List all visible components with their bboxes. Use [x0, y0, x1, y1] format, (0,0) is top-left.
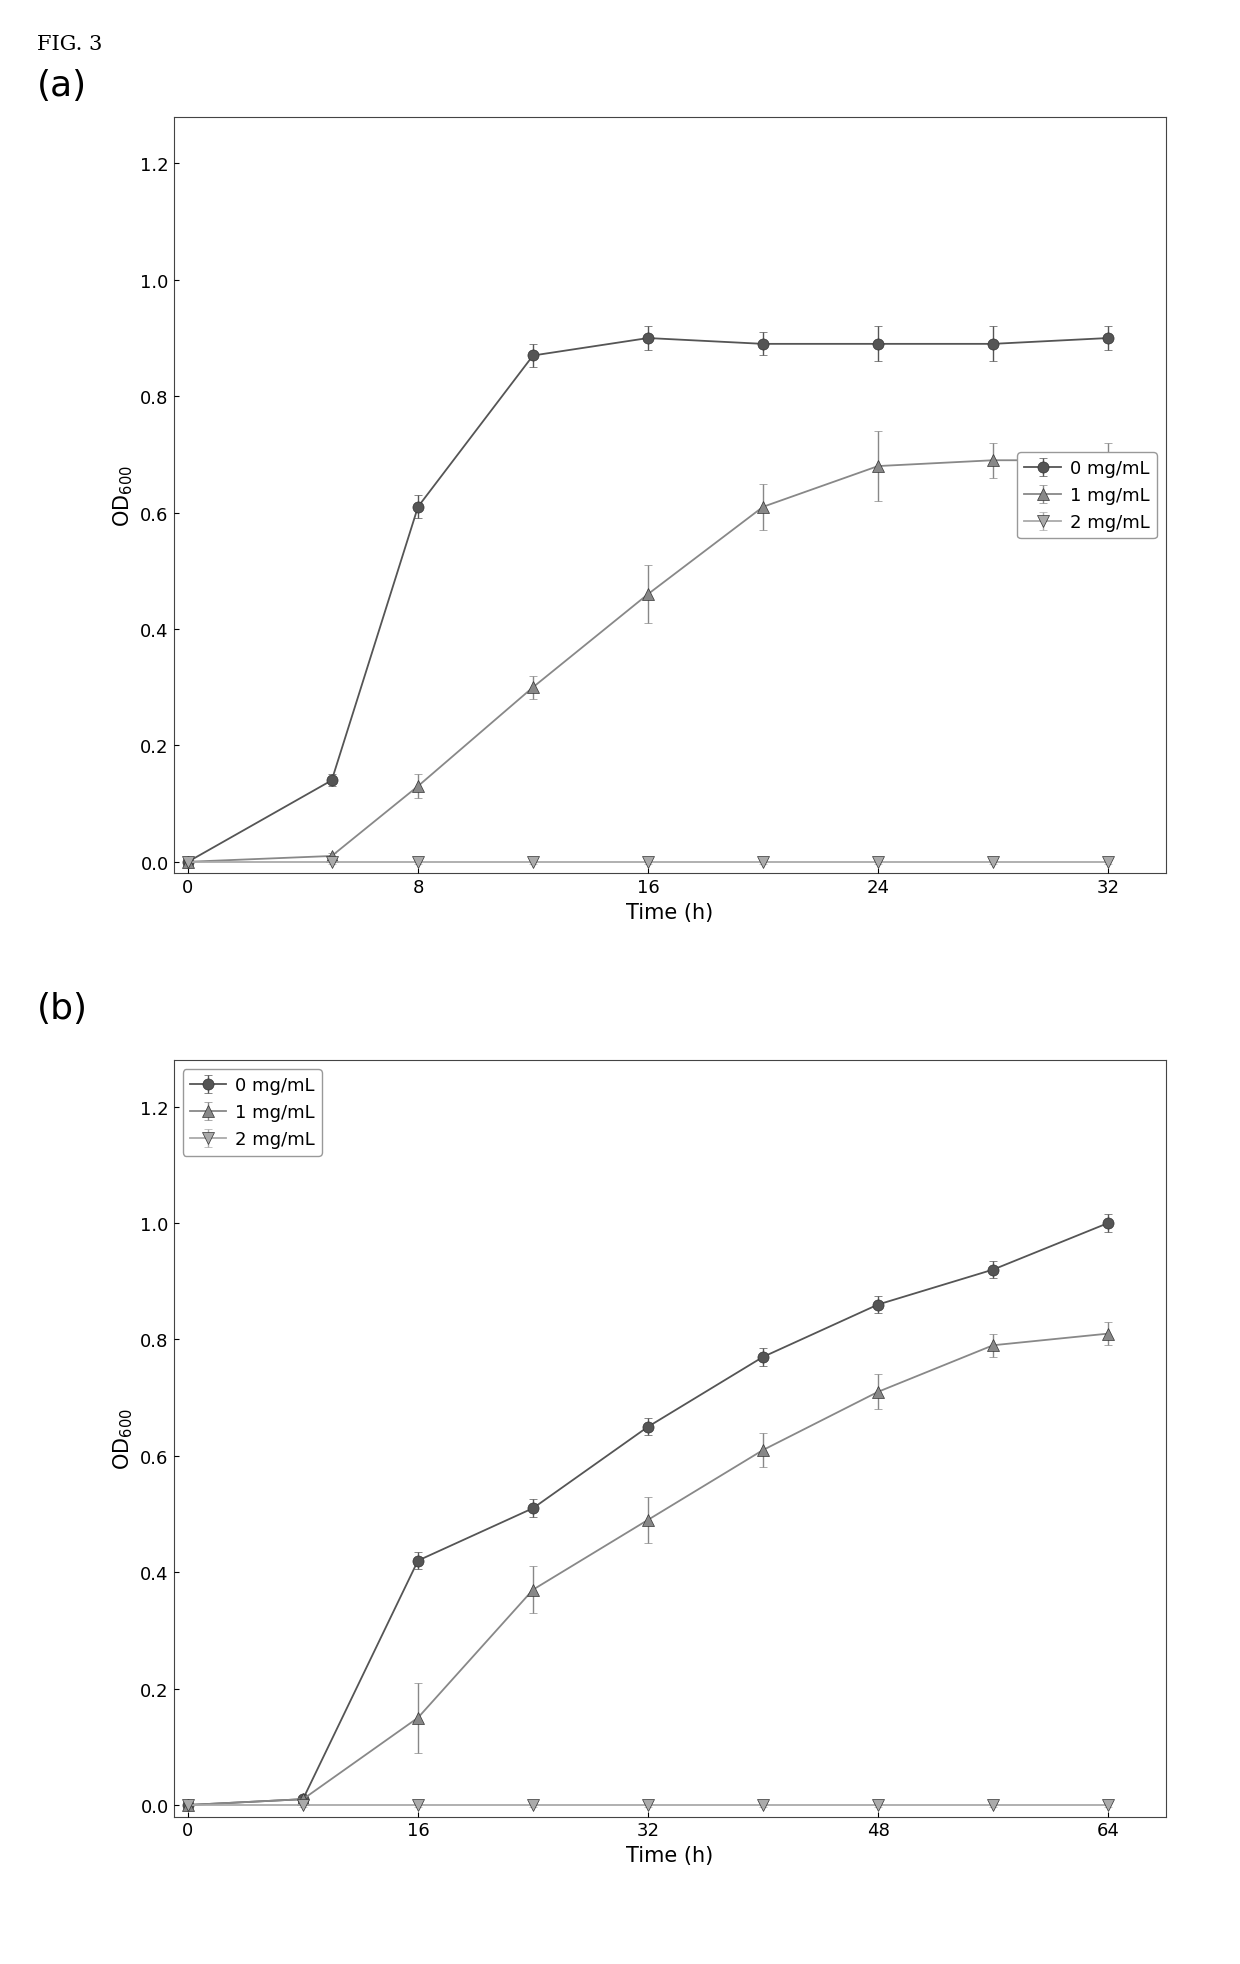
- X-axis label: Time (h): Time (h): [626, 901, 713, 923]
- X-axis label: Time (h): Time (h): [626, 1844, 713, 1866]
- Y-axis label: OD$_{600}$: OD$_{600}$: [110, 465, 135, 526]
- Legend: 0 mg/mL, 1 mg/mL, 2 mg/mL: 0 mg/mL, 1 mg/mL, 2 mg/mL: [182, 1070, 322, 1157]
- Text: FIG. 3: FIG. 3: [37, 35, 103, 55]
- Legend: 0 mg/mL, 1 mg/mL, 2 mg/mL: 0 mg/mL, 1 mg/mL, 2 mg/mL: [1017, 452, 1157, 540]
- Y-axis label: OD$_{600}$: OD$_{600}$: [110, 1408, 135, 1469]
- Text: (a): (a): [37, 69, 87, 102]
- Text: (b): (b): [37, 992, 88, 1025]
